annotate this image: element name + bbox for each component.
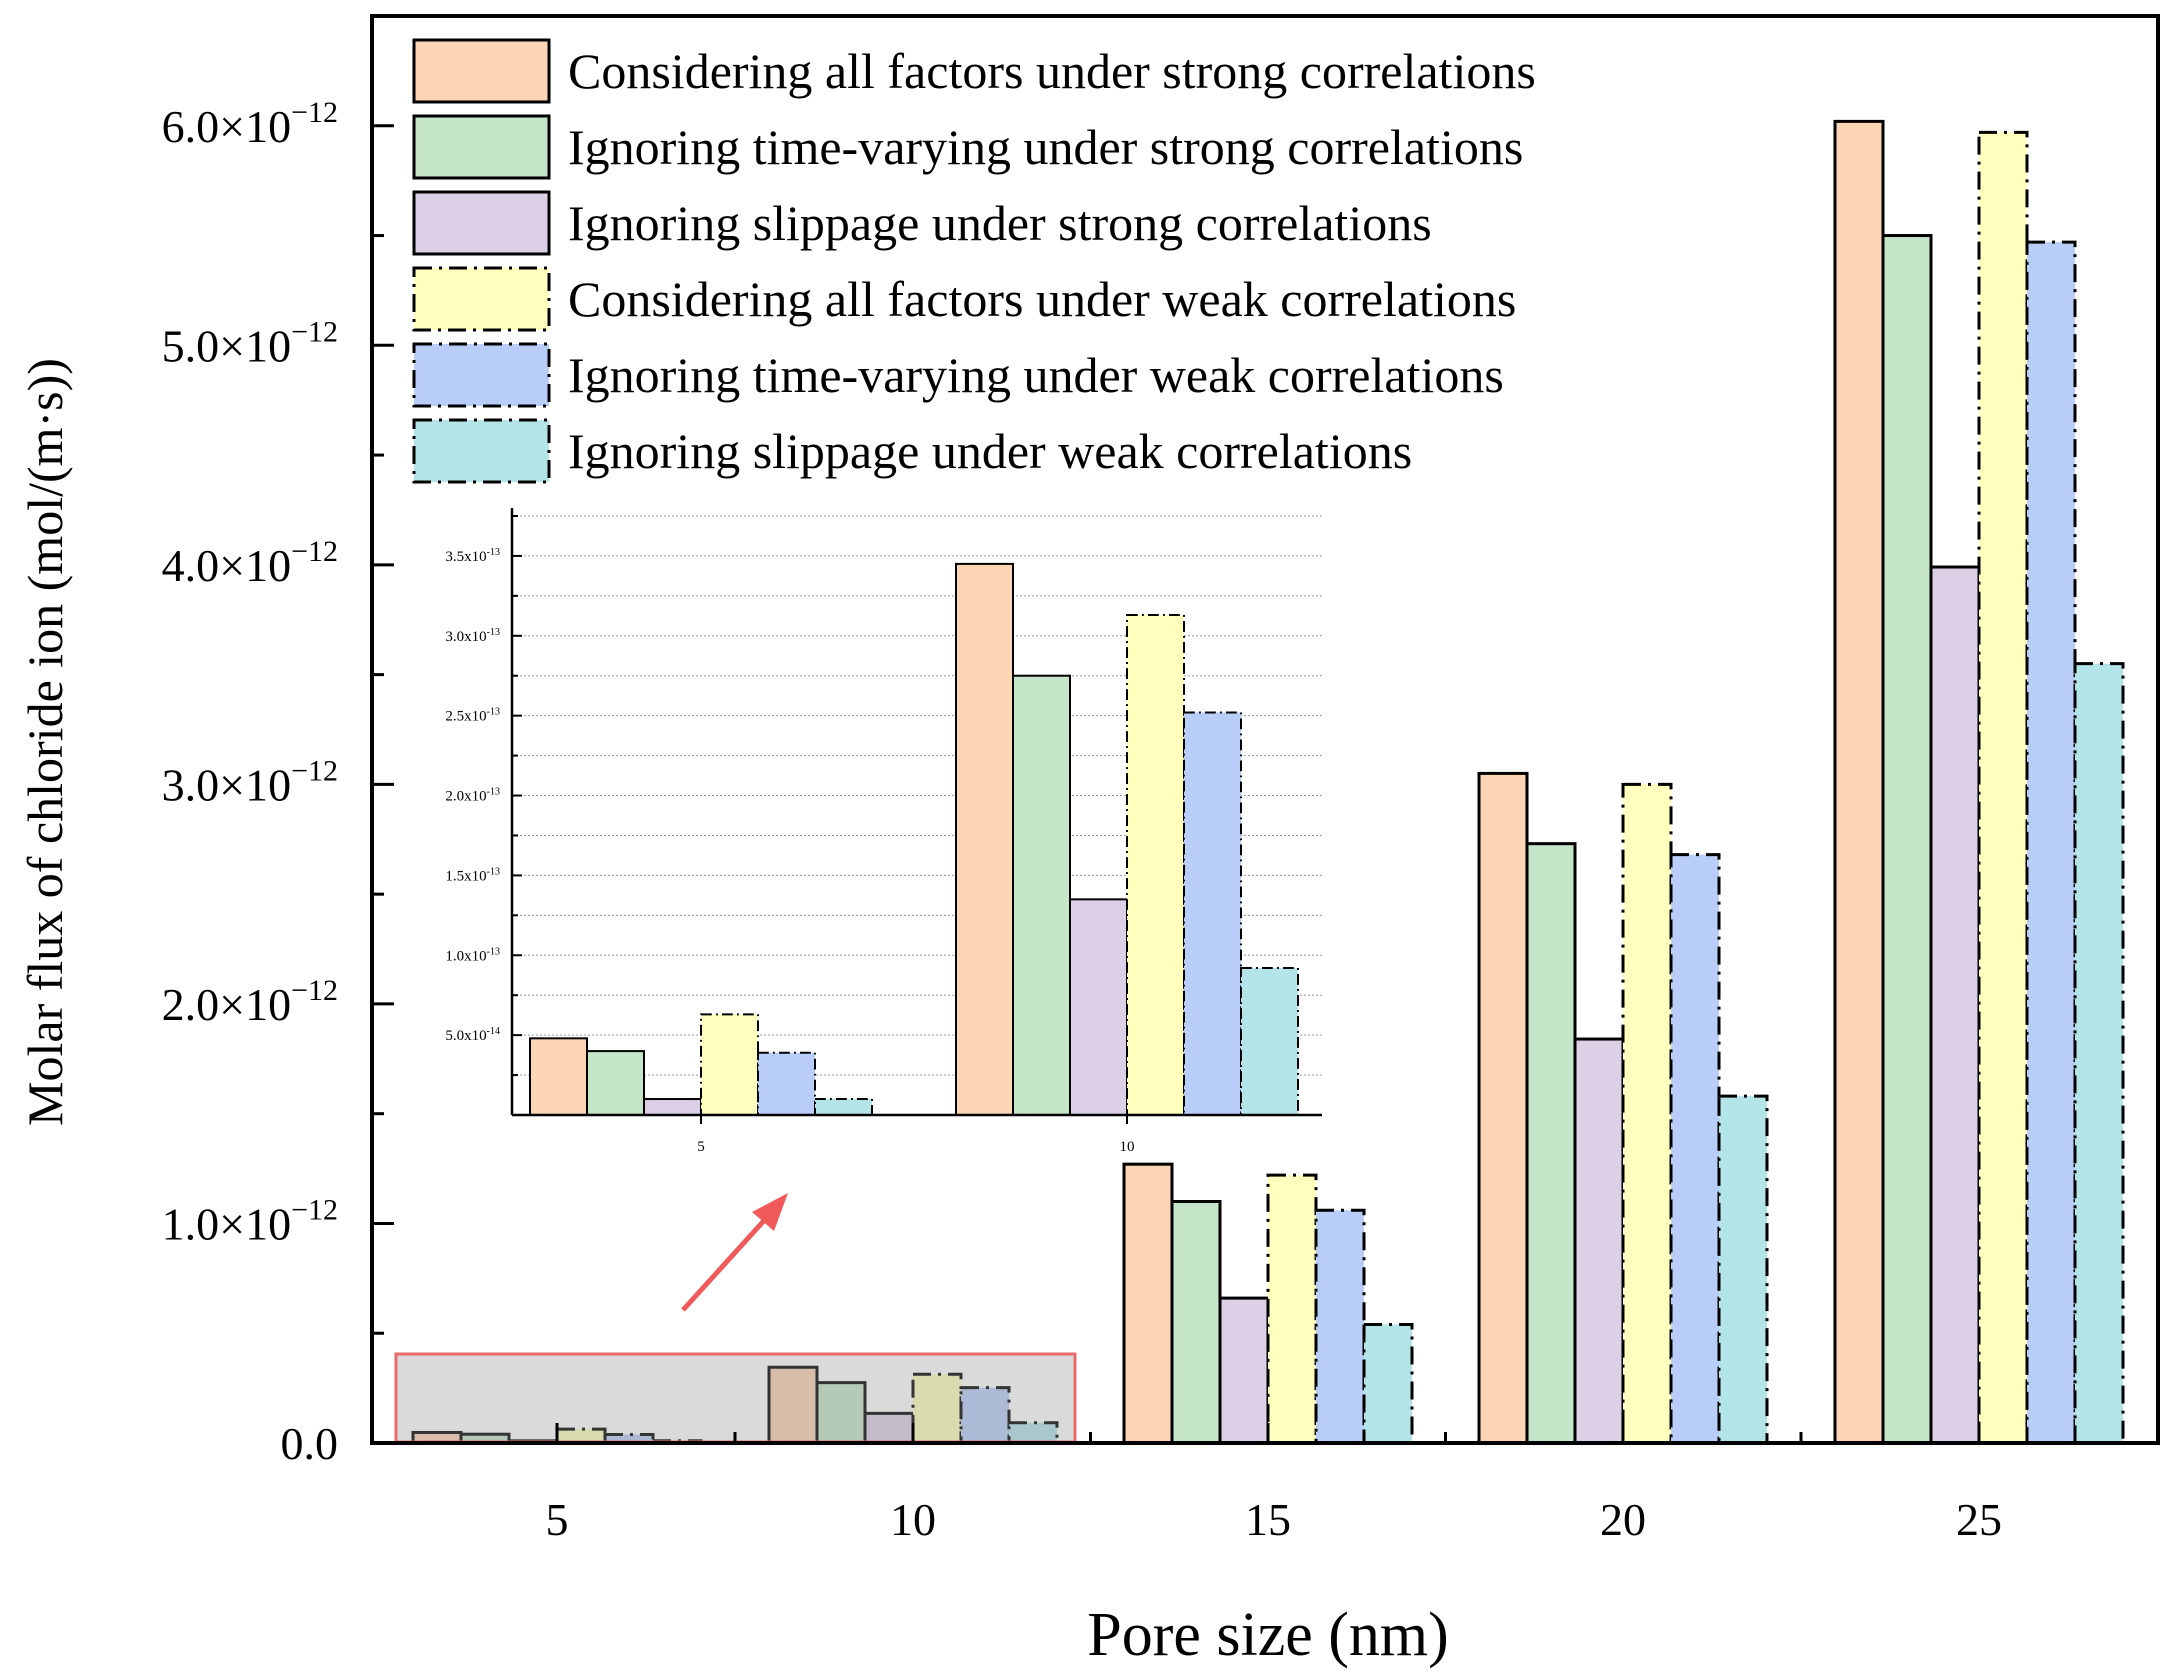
y-tick-label: 4.0×10−12 [162,535,338,591]
inset-chart: 5.0x10-14 1.0x10-13 1.5x10-13 2.0x10-13 2.5x… [445,508,1322,1155]
inset-bar-5nm-series-2 [586,1050,645,1116]
bar-10nm-series-2 [815,1381,867,1445]
x-axis-label: Pore size (nm) [1087,1601,1449,1669]
bar-20nm-series-2 [1525,842,1577,1445]
zoom-highlight [394,1193,1077,1444]
inset-bar-5nm-series-4 [700,1013,759,1116]
x-tick-label: 15 [1245,1494,1291,1545]
bar-25nm-series-1 [1833,119,1885,1445]
bar-10nm-series-6 [1007,1421,1059,1445]
bar-15nm-series-2 [1170,1200,1222,1445]
inset-bar-10nm-series-1 [955,562,1014,1116]
x-tick-label: 25 [1956,1494,2002,1545]
y-tick-label: 6.0×10−12 [162,96,338,152]
inset-x-tick-label: 5 [697,1139,705,1155]
bar-25nm-series-2 [1881,234,1933,1445]
bar-15nm-series-4 [1266,1173,1318,1445]
legend-swatch-2 [412,114,551,180]
inset-y-tick-label: 5.0x10-14 [445,1026,500,1044]
bar-20nm-series-1 [1477,771,1529,1445]
inset-y-tick-label: 2.5x10-13 [445,707,500,725]
inset-y-tick-label: 1.5x10-13 [445,866,500,884]
inset-bar-10nm-series-2 [1012,674,1071,1116]
legend-label-2: Ignoring time-varying under strong corre… [568,119,1523,175]
y-tick-label: 0.0 [281,1418,339,1469]
zoom-arrow-line [681,1212,772,1312]
bar-20nm-series-6 [1717,1094,1769,1445]
legend: Considering all factors under strong cor… [412,38,1536,484]
bar-15nm-series-1 [1122,1162,1174,1445]
legend-swatch-1 [412,38,551,104]
legend-swatch-4 [412,266,551,332]
zoom-arrow-head [752,1193,788,1231]
plot-frame [370,14,2160,1445]
y-axis-label: Molar flux of chloride ion (mol/(m·s)) [17,358,73,1126]
legend-label-6: Ignoring slippage under weak correlation… [568,423,1412,479]
bar-20nm-series-5 [1669,853,1721,1445]
x-tick-label: 5 [546,1494,569,1545]
bar-20nm-series-3 [1573,1037,1625,1445]
legend-label-5: Ignoring time-varying under weak correla… [568,347,1504,403]
bar-25nm-series-5 [2025,240,2077,1445]
legend-swatch-6 [412,418,551,484]
bar-20nm-series-4 [1621,782,1673,1445]
inset-y-tick-label: 3.5x10-13 [445,547,500,565]
main-axes: 0.0 1.0×10−12 2.0×10−12 3.0×10−12 4.0×10−12 5… [162,14,2160,1545]
x-tick-label: 20 [1600,1494,1646,1545]
inset-bar-10nm-series-4 [1126,614,1185,1116]
inset-bar-10nm-series-5 [1183,711,1242,1116]
inset-y-tick-label: 2.0x10-13 [445,787,500,805]
bar-10nm-series-5 [959,1386,1011,1445]
main-bars-group [411,119,2125,1445]
bar-15nm-series-3 [1218,1296,1270,1445]
legend-label-3: Ignoring slippage under strong correlati… [568,195,1432,251]
inset-y-tick-label: 1.0x10-13 [445,946,500,964]
inset-bar-5nm-series-5 [757,1051,816,1117]
y-tick-label: 5.0×10−12 [162,315,338,371]
bar-25nm-series-4 [1977,130,2029,1445]
inset-bar-10nm-series-6 [1240,967,1299,1117]
y-tick-label: 2.0×10−12 [162,974,338,1030]
inset-bar-10nm-series-3 [1069,898,1128,1117]
legend-swatch-3 [412,190,551,256]
inset-bar-5nm-series-1 [529,1037,588,1116]
bar-15nm-series-6 [1362,1322,1414,1445]
legend-label-1: Considering all factors under strong cor… [568,43,1536,99]
legend-swatch-5 [412,342,551,408]
y-tick-label: 3.0×10−12 [162,754,338,810]
y-tick-label: 1.0×10−12 [162,1193,338,1249]
inset-x-tick-label: 10 [1120,1139,1135,1155]
bar-25nm-series-3 [1929,565,1981,1445]
bar-25nm-series-6 [2073,662,2125,1445]
inset-bar-5nm-series-6 [814,1098,873,1117]
inset-bar-5nm-series-3 [643,1098,702,1117]
x-tick-label: 10 [890,1494,936,1545]
bar-15nm-series-5 [1314,1208,1366,1445]
zoom-region-box [394,1352,1077,1444]
inset-y-tick-label: 3.0x10-13 [445,627,500,645]
legend-label-4: Considering all factors under weak corre… [568,271,1516,327]
